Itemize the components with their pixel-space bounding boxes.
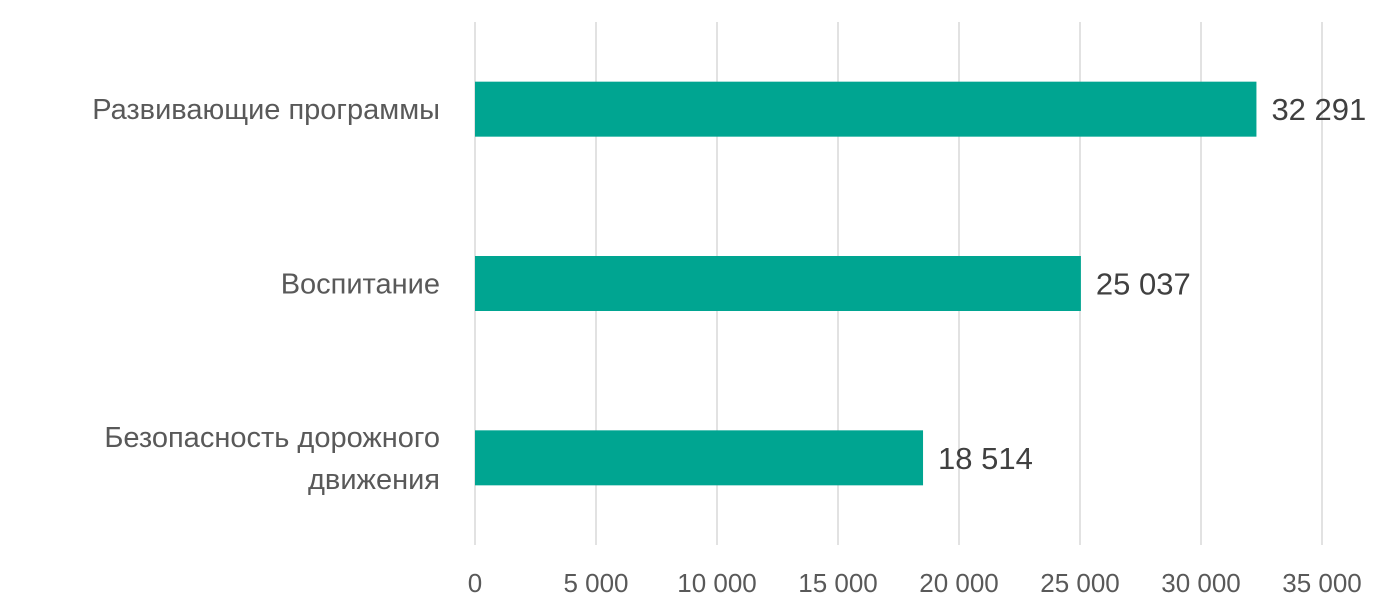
value-labels: 32 291 25 037 18 514 — [938, 92, 1366, 476]
data-label: 25 037 — [1096, 267, 1191, 302]
x-tick-label: 5 000 — [563, 568, 628, 598]
bars — [475, 81, 1257, 486]
x-tick-label: 15 000 — [798, 568, 878, 598]
x-axis-tick-labels: 0 5 000 10 000 15 000 20 000 25 000 30 000 35 0… — [468, 568, 1362, 598]
bar — [475, 430, 924, 486]
x-tick-label: 0 — [468, 568, 482, 598]
x-tick-label: 35 000 — [1282, 568, 1362, 598]
category-label: Развивающие программы — [92, 94, 440, 126]
x-tick-label: 30 000 — [1161, 568, 1241, 598]
data-label: 32 291 — [1271, 92, 1366, 127]
x-tick-label: 25 000 — [1040, 568, 1120, 598]
data-label: 18 514 — [938, 441, 1033, 476]
category-labels: Развивающие программы Воспитание Безопасно… — [92, 94, 440, 496]
bar — [475, 81, 1257, 137]
x-tick-label: 10 000 — [677, 568, 757, 598]
x-tick-label: 20 000 — [919, 568, 999, 598]
bar — [475, 256, 1081, 311]
category-label: Безопасность дорожного движения — [104, 422, 440, 496]
category-label: Воспитание — [281, 269, 440, 301]
